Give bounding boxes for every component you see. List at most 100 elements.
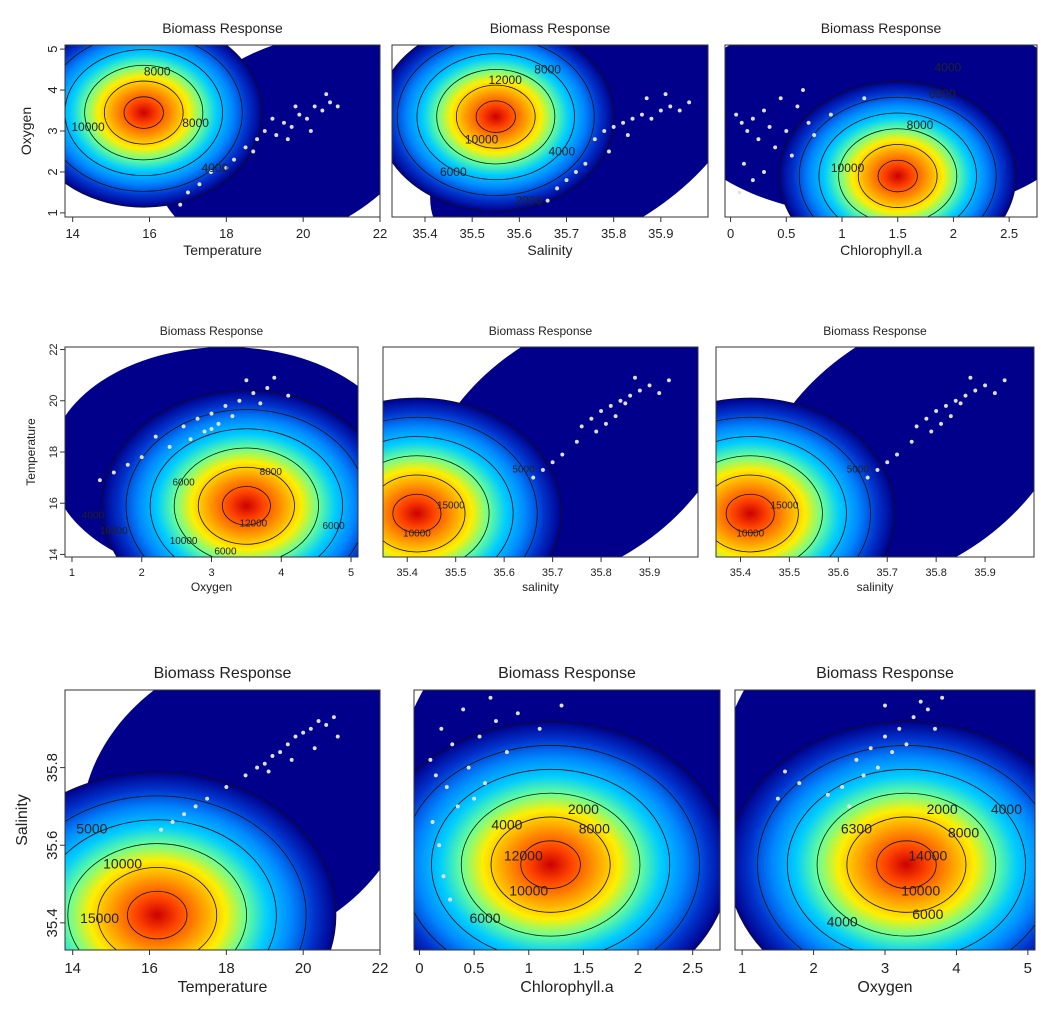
observation-point: [258, 401, 263, 406]
observation-point: [784, 128, 789, 133]
observation-point: [958, 401, 963, 406]
plot-frame: [382, 346, 699, 558]
plot-frame: [724, 44, 1038, 218]
panel-2: 12000 8000 10000 6000 4000 2000 Biomass Respon…: [391, 20, 709, 258]
x-tick-label: 20: [295, 960, 312, 977]
contour-label: 10000: [403, 529, 431, 540]
contour-label: 8000: [144, 65, 171, 79]
observation-point: [663, 92, 668, 97]
observation-point: [911, 715, 916, 720]
contour-label: 10000: [100, 526, 128, 537]
observation-point: [209, 411, 214, 416]
observation-point: [940, 695, 945, 700]
observation-point: [775, 796, 780, 801]
contour-label: 10000: [736, 529, 764, 540]
contour-line: [65, 45, 263, 208]
contour-label: 6000: [322, 521, 345, 532]
observation-point: [285, 742, 290, 747]
observation-point: [216, 421, 221, 426]
contour-line: [392, 493, 442, 534]
biomass-hotspot: [392, 45, 614, 212]
observation-point: [331, 715, 336, 720]
panel-title: Biomass Response: [498, 665, 636, 682]
contour-line: [846, 816, 967, 913]
contour-line: [798, 96, 997, 217]
x-axis-label: Oxygen: [857, 979, 912, 996]
observation-point: [272, 375, 277, 380]
observation-point: [265, 385, 270, 390]
observation-point: [537, 726, 542, 731]
observation-point: [875, 765, 880, 770]
observation-point: [925, 707, 930, 712]
observation-point: [237, 398, 242, 403]
x-tick-label: 18: [218, 960, 235, 977]
contour-line: [475, 100, 516, 133]
x-tick-label: 35.4: [730, 567, 751, 579]
observation-point: [953, 398, 958, 403]
observation-point: [644, 96, 649, 101]
panel-3: 4000 6000 8000 10000 Biomass Response 0 0.5 1 1.…: [724, 20, 1038, 258]
observation-point: [477, 734, 482, 739]
contour-label: 6000: [214, 546, 237, 557]
observation-point: [599, 409, 604, 414]
contour-label: 2000: [927, 801, 958, 817]
observation-point: [224, 165, 229, 170]
contour-line: [716, 397, 895, 557]
contour-line: [716, 416, 871, 557]
observation-point: [756, 137, 761, 142]
observation-point: [97, 478, 102, 483]
observation-point: [914, 424, 919, 429]
contour-label: 12000: [504, 848, 543, 864]
x-tick-label: 2: [139, 567, 145, 579]
panel-title: Biomass Response: [821, 20, 942, 36]
x-tick-label: 5: [348, 567, 354, 579]
observation-point: [890, 750, 895, 755]
observation-point: [762, 169, 767, 174]
observation-point: [545, 198, 550, 203]
biomass-hotspot: [102, 390, 358, 557]
observation-point: [968, 375, 973, 380]
observation-point: [602, 128, 607, 133]
x-tick-label: 20: [296, 226, 310, 241]
observation-point: [789, 153, 794, 158]
observation-point: [750, 116, 755, 121]
x-tick-label: 35.6: [507, 226, 532, 241]
y-tick-label: 14: [48, 548, 60, 560]
observation-point: [924, 416, 929, 421]
observation-point: [801, 88, 806, 93]
observation-point: [668, 104, 673, 109]
contour-label: 10000: [103, 856, 142, 872]
observation-point: [812, 133, 817, 138]
contour-line: [786, 768, 1026, 950]
contour-line: [436, 68, 556, 165]
observation-point: [312, 746, 317, 751]
observation-point: [188, 437, 193, 442]
contour-label: 4000: [991, 801, 1022, 817]
observation-point: [574, 439, 579, 444]
observation-point: [657, 391, 662, 396]
x-tick-label: 2: [809, 960, 817, 977]
y-axis-label: Temperature: [24, 418, 38, 486]
contour-line: [725, 493, 775, 534]
observation-point: [868, 746, 873, 751]
x-tick-label: 18: [219, 226, 233, 241]
x-tick-label: 0.5: [777, 226, 795, 241]
contour-line: [779, 81, 1017, 217]
observation-point: [202, 429, 207, 434]
observation-point: [633, 375, 638, 380]
observation-point: [281, 120, 286, 125]
observation-point: [658, 108, 663, 113]
contour-line: [414, 721, 720, 950]
x-axis-label: salinity: [522, 580, 559, 594]
observation-point: [929, 429, 934, 434]
observation-point: [550, 460, 555, 465]
observation-point: [594, 429, 599, 434]
observation-point: [270, 116, 275, 121]
observation-point: [939, 421, 944, 426]
observation-point: [531, 475, 536, 480]
observation-point: [573, 169, 578, 174]
x-tick-label: 0: [415, 960, 423, 977]
observation-point: [579, 424, 584, 429]
contour-label: 6000: [440, 165, 467, 179]
observation-point: [840, 785, 845, 790]
